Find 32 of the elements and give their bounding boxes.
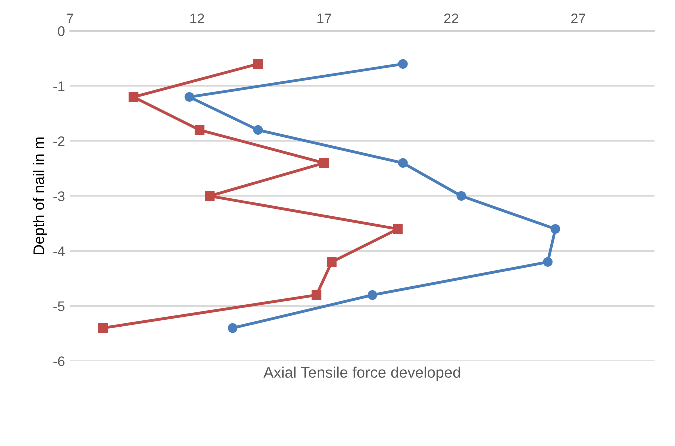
point	[253, 125, 264, 136]
point	[398, 158, 408, 168]
y-tick-label: -1	[54, 82, 65, 92]
y-tick-label: 0	[58, 26, 65, 36]
y-tick-label: -5	[54, 302, 65, 312]
point	[253, 59, 264, 70]
x-tick-label: 7	[67, 14, 74, 24]
point	[398, 59, 408, 70]
point	[393, 224, 403, 234]
y-tick-label: -6	[54, 356, 65, 366]
x-axis-title: Axial Tensile force developed	[264, 366, 460, 382]
point	[327, 257, 337, 268]
point	[205, 191, 215, 202]
point	[128, 92, 139, 102]
point	[194, 125, 205, 136]
point	[319, 158, 330, 168]
point	[368, 290, 378, 300]
point	[184, 92, 195, 102]
y-tick-label: -4	[54, 246, 65, 256]
point	[98, 323, 108, 334]
x-tick-label: 22	[444, 14, 458, 24]
point	[543, 257, 553, 268]
point	[550, 224, 560, 234]
x-tick-label: 12	[190, 14, 204, 24]
y-tick-label: -2	[54, 136, 65, 146]
y-tick-label: -3	[54, 192, 65, 202]
point	[228, 323, 238, 334]
x-tick-label: 27	[571, 14, 586, 24]
y-axis-title: Depth of nail in m	[33, 138, 48, 254]
point	[456, 191, 466, 202]
point	[312, 290, 322, 300]
x-tick-label: 17	[318, 14, 332, 24]
